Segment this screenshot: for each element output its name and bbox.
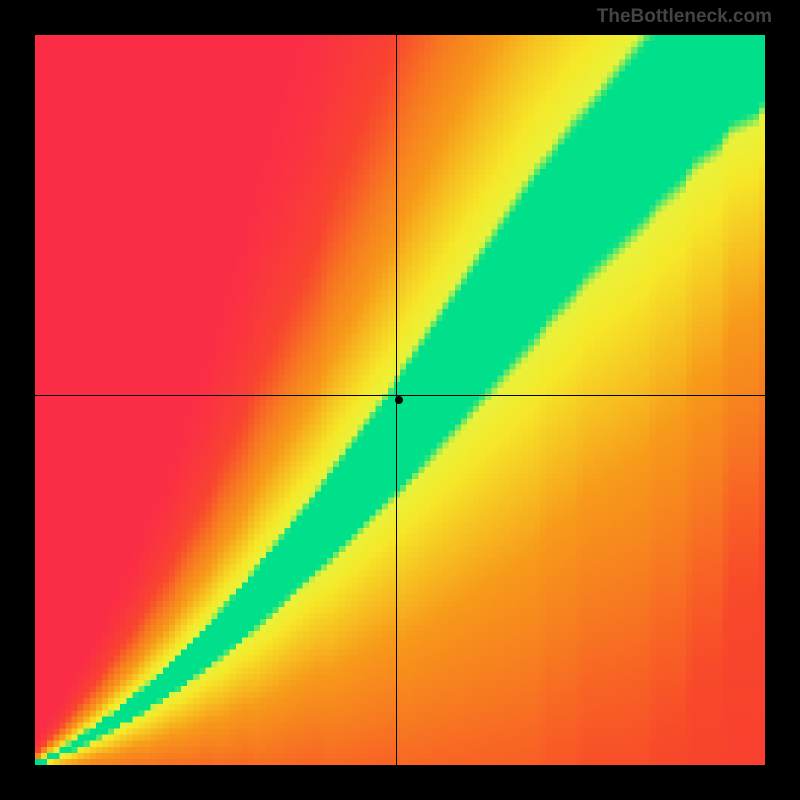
heatmap-plot	[35, 35, 765, 765]
watermark-text: TheBottleneck.com	[597, 6, 772, 28]
marker-dot	[395, 396, 403, 404]
